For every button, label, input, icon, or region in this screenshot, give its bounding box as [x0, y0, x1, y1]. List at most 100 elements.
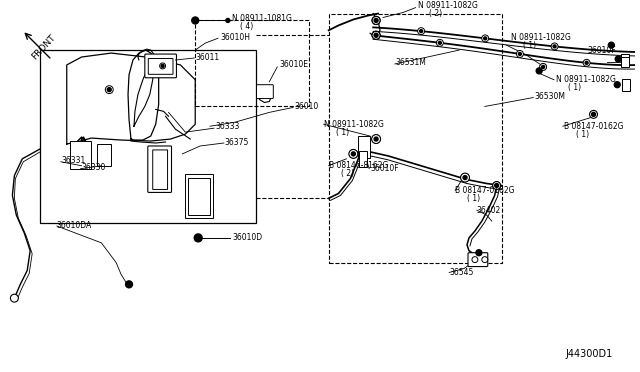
Text: 36330: 36330 — [81, 163, 106, 172]
Circle shape — [540, 64, 547, 70]
Bar — [622, 79, 630, 91]
Text: ( 1): ( 1) — [524, 41, 536, 50]
Bar — [40, 50, 255, 223]
Text: ( 1): ( 1) — [335, 128, 349, 137]
Circle shape — [461, 173, 470, 182]
Text: 36402: 36402 — [477, 206, 501, 215]
Circle shape — [589, 110, 598, 118]
Text: J44300D1: J44300D1 — [566, 349, 613, 359]
Text: 36011: 36011 — [195, 52, 220, 61]
Text: 36375: 36375 — [225, 138, 249, 147]
Circle shape — [349, 150, 357, 158]
Bar — [70, 141, 92, 169]
Circle shape — [591, 112, 595, 116]
Circle shape — [585, 61, 588, 64]
Circle shape — [615, 56, 621, 62]
Text: 36010E: 36010E — [279, 60, 308, 70]
Circle shape — [591, 111, 596, 117]
Text: 36331: 36331 — [62, 156, 86, 165]
Circle shape — [195, 234, 202, 242]
Text: ( 1): ( 1) — [467, 194, 480, 203]
Circle shape — [482, 35, 489, 42]
Circle shape — [372, 16, 380, 25]
Bar — [188, 177, 210, 215]
Circle shape — [536, 68, 542, 74]
Text: 36010F: 36010F — [588, 46, 616, 55]
Circle shape — [495, 183, 499, 187]
Circle shape — [518, 52, 522, 55]
Circle shape — [461, 174, 469, 182]
Bar — [97, 144, 111, 166]
Text: N 08911-1082G: N 08911-1082G — [511, 33, 572, 42]
Text: N 08911-1082G: N 08911-1082G — [324, 120, 383, 129]
Bar — [358, 136, 370, 158]
Text: 36531M: 36531M — [396, 58, 427, 67]
Circle shape — [192, 17, 198, 24]
Circle shape — [484, 37, 486, 40]
Text: 36010F: 36010F — [370, 164, 399, 173]
Text: 36530M: 36530M — [534, 92, 565, 101]
Circle shape — [374, 19, 378, 22]
Circle shape — [10, 294, 19, 302]
Circle shape — [418, 28, 424, 35]
Circle shape — [482, 257, 488, 263]
Circle shape — [614, 82, 620, 88]
Text: ( 4): ( 4) — [240, 22, 253, 31]
Circle shape — [159, 63, 166, 69]
Circle shape — [372, 31, 380, 39]
Circle shape — [372, 135, 381, 144]
Circle shape — [583, 60, 590, 66]
Circle shape — [125, 281, 132, 288]
Circle shape — [540, 64, 546, 70]
Text: 36333: 36333 — [215, 122, 239, 131]
Circle shape — [472, 257, 478, 263]
FancyBboxPatch shape — [153, 150, 168, 189]
Circle shape — [372, 135, 380, 143]
Circle shape — [493, 182, 500, 189]
Circle shape — [609, 42, 614, 48]
Text: N 08911-1082G: N 08911-1082G — [418, 1, 477, 10]
Text: 36545: 36545 — [449, 268, 474, 277]
Circle shape — [159, 63, 166, 69]
Circle shape — [372, 31, 380, 39]
Text: B 08146-8162G: B 08146-8162G — [329, 161, 388, 170]
Circle shape — [516, 51, 524, 57]
Bar — [359, 151, 367, 167]
FancyBboxPatch shape — [148, 58, 173, 74]
Text: 36010DA: 36010DA — [57, 221, 92, 230]
Text: FRONT: FRONT — [30, 33, 58, 61]
Circle shape — [438, 41, 442, 44]
Bar — [621, 54, 629, 66]
Circle shape — [372, 16, 380, 25]
Bar — [621, 57, 629, 67]
Circle shape — [493, 182, 500, 189]
FancyBboxPatch shape — [145, 54, 177, 78]
FancyBboxPatch shape — [257, 85, 273, 99]
Circle shape — [436, 39, 444, 46]
Circle shape — [161, 64, 164, 67]
Circle shape — [108, 88, 111, 92]
Circle shape — [106, 86, 113, 94]
Text: ( 1): ( 1) — [568, 83, 581, 92]
Text: ( 2): ( 2) — [340, 169, 354, 178]
Text: N 08911-1082G: N 08911-1082G — [556, 75, 616, 84]
Text: B 08147-0162G: B 08147-0162G — [455, 186, 515, 195]
Circle shape — [226, 19, 230, 22]
Text: ( 1): ( 1) — [576, 129, 589, 139]
Circle shape — [349, 150, 358, 158]
Circle shape — [374, 33, 378, 37]
Circle shape — [553, 45, 556, 48]
FancyBboxPatch shape — [148, 146, 172, 192]
Circle shape — [476, 250, 482, 256]
Circle shape — [541, 65, 545, 68]
Text: N 08911-1081G: N 08911-1081G — [232, 14, 292, 23]
Text: ( 2): ( 2) — [429, 9, 443, 18]
Circle shape — [463, 176, 467, 180]
Circle shape — [420, 30, 422, 33]
Text: B 08147-0162G: B 08147-0162G — [564, 122, 623, 131]
Bar — [186, 174, 213, 218]
Text: 36010H: 36010H — [220, 33, 250, 42]
Text: 36010: 36010 — [294, 102, 318, 111]
FancyBboxPatch shape — [468, 253, 488, 267]
Circle shape — [351, 152, 355, 156]
